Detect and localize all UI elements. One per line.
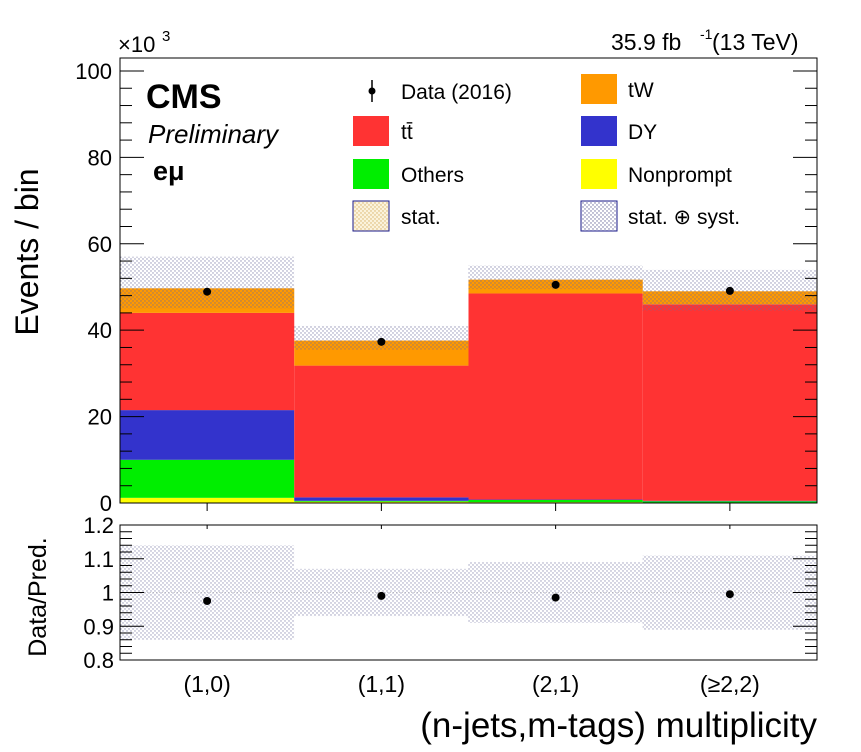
legend-data-marker [368,87,376,95]
ratio-y-tick-label-3: 1.1 [83,547,114,572]
band-syst-0 [120,256,295,309]
y-tick-label-20: 20 [88,405,112,430]
legend-tw-swatch [581,74,617,104]
legend-stat-syst-label: stat. ⊕ syst. [628,206,740,229]
legend-dy-swatch [581,116,617,146]
x-tick-label-1: (1,1) [358,671,405,697]
bar-ttbar-1 [294,365,469,498]
legend-data-label: Data (2016) [401,81,512,104]
multiplier-base: ×10 [118,32,155,57]
ratio-point-0 [203,596,212,605]
bar-ttbar-2 [468,293,643,500]
band-syst-2 [468,265,643,290]
bar-others-2 [468,499,643,503]
cms-label: CMS [146,78,222,116]
ratio-y-tick-label-0: 0.8 [83,648,114,673]
band-syst-1 [294,325,469,350]
legend-others-label: Others [401,164,464,187]
data-points-group [203,280,734,346]
bar-nonprompt-1 [294,501,469,503]
axes-group: 0 20 40 60 80 100 0.8 0.9 1 1.1 1.2 (1,0) (1,1) (2,1)… [75,57,818,697]
legend-ttbar-swatch [353,116,389,146]
main-stack-group [120,279,817,503]
energy-label: (13 TeV) [712,29,799,55]
x-axis-title: (n-jets,m-tags) multiplicity [420,706,817,745]
y-tick-label-100: 100 [75,59,112,84]
lumi-exponent: -1 [700,26,713,42]
bar-ttbar-0 [120,312,295,411]
y-tick-label-0: 0 [100,491,112,516]
y-axis-title: Events / bin [9,168,45,335]
ratio-y-axis-title: Data/Pred. [24,537,52,657]
legend-dy-label: DY [628,121,657,144]
x-tick-label-2: (2,1) [532,671,579,697]
bar-dy-1 [294,497,469,501]
y-tick-label-40: 40 [88,318,112,343]
ratio-points-group [203,590,734,605]
ratio-band-group [120,545,817,640]
legend-nonprompt-label: Nonprompt [628,164,732,187]
ratio-y-tick-label-2: 1 [102,581,114,606]
legend-ttbar-label: tt̄ [401,121,413,144]
y-tick-label-80: 80 [88,145,112,170]
bar-nonprompt-0 [120,497,295,503]
bar-dy-0 [120,410,295,460]
data-point-0 [203,287,212,296]
multiplier-exponent: 3 [162,28,170,45]
bar-others-1 [294,500,469,502]
bar-others-0 [120,459,295,498]
x-tick-label-3: (≥2,2) [700,671,760,697]
legend-others-swatch [353,159,389,189]
legend: Data (2016) tt̄ Others stat. tW DY Nonpr… [352,74,740,232]
channel-label: eμ [153,156,185,186]
ratio-y-tick-label-4: 1.2 [83,513,114,538]
data-point-1 [377,337,386,346]
data-point-3 [725,286,734,295]
bar-ttbar-3 [642,304,817,501]
x-tick-label-0: (1,0) [183,671,230,697]
ratio-y-tick-label-1: 0.9 [83,614,114,639]
ratio-point-1 [377,591,386,600]
legend-tw-label: tW [628,79,654,102]
ratio-point-3 [725,590,734,599]
main-plot-frame [119,57,818,504]
legend-stat-label: stat. [401,206,441,229]
data-point-2 [551,280,560,289]
legend-nonprompt-swatch [581,159,617,189]
preliminary-label: Preliminary [148,119,280,149]
legend-stat-syst-swatch [580,200,618,232]
lumi-label: 35.9 fb [611,29,681,55]
y-tick-label-60: 60 [88,232,112,257]
legend-stat-swatch [352,200,390,232]
bar-others-3 [642,501,817,503]
ratio-point-2 [551,593,560,602]
